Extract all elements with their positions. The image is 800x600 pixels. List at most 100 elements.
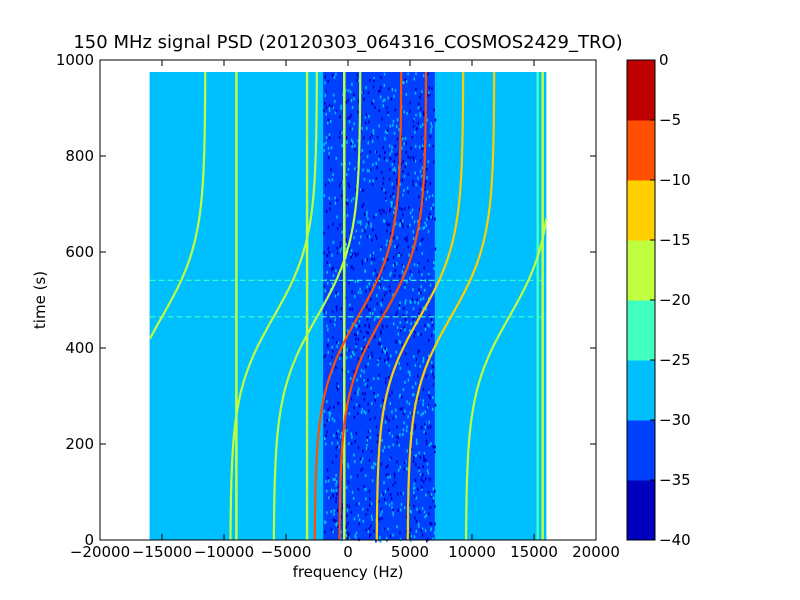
heatmap-cell: [404, 165, 406, 169]
heatmap-cell: [417, 219, 419, 223]
heatmap-cell: [381, 117, 383, 121]
heatmap-cell: [336, 385, 338, 389]
heatmap-cell: [339, 241, 342, 245]
heatmap-cell: [363, 212, 366, 216]
heatmap-cell: [346, 140, 348, 144]
heatmap-cell: [359, 188, 362, 192]
heatmap-cell: [424, 515, 426, 519]
heatmap-cell: [369, 150, 371, 154]
heatmap-cell: [411, 215, 414, 219]
heatmap-cell: [372, 131, 375, 135]
heatmap-cell: [402, 213, 404, 217]
heatmap-cell: [354, 295, 356, 299]
heatmap-cell: [374, 233, 377, 237]
heatmap-cell: [356, 378, 358, 382]
heatmap-cell: [417, 487, 419, 491]
heatmap-cell: [413, 335, 415, 339]
heatmap-cell: [326, 270, 329, 274]
heatmap-cell: [346, 198, 349, 202]
heatmap-cell: [354, 391, 356, 395]
heatmap-cell: [432, 445, 435, 449]
heatmap-cell: [393, 274, 396, 278]
heatmap-cell: [404, 237, 406, 241]
heatmap-cell: [369, 534, 371, 538]
heatmap-cell: [354, 280, 356, 284]
heatmap-cell: [424, 425, 427, 429]
heatmap-cell: [383, 481, 385, 485]
heatmap-cell: [433, 108, 435, 112]
heatmap-cell: [357, 357, 360, 361]
heatmap-cell: [335, 305, 338, 309]
heatmap-cell: [362, 519, 364, 523]
heatmap-cell: [351, 307, 354, 311]
heatmap-cell: [417, 301, 420, 305]
heatmap-cell: [413, 220, 416, 224]
heatmap-cell: [326, 260, 328, 264]
heatmap-cell: [432, 395, 434, 399]
heatmap-cell: [358, 502, 360, 506]
heatmap-cell: [402, 265, 405, 269]
heatmap-cell: [347, 462, 349, 466]
heatmap-cell: [345, 534, 348, 538]
heatmap-cell: [416, 298, 419, 302]
heatmap-cell: [409, 509, 412, 513]
heatmap-cell: [403, 110, 405, 114]
heatmap-cell: [378, 286, 381, 290]
heatmap-cell: [389, 493, 392, 497]
heatmap-cell: [405, 79, 408, 83]
heatmap-cell: [353, 453, 355, 457]
heatmap-cell: [333, 512, 335, 516]
heatmap-cell: [353, 406, 355, 410]
heatmap-cell: [383, 98, 386, 102]
heatmap-cell: [396, 152, 398, 156]
heatmap-cell: [360, 235, 362, 239]
heatmap-cell: [369, 436, 372, 440]
heatmap-cell: [391, 390, 393, 394]
heatmap-cell: [354, 440, 356, 444]
heatmap-cell: [387, 487, 389, 491]
heatmap-cell: [363, 397, 366, 401]
heatmap-cell: [355, 345, 357, 349]
heatmap-cell: [346, 503, 349, 507]
heatmap-cell: [357, 291, 360, 295]
heatmap-cell: [402, 388, 405, 392]
heatmap-cell: [391, 505, 393, 509]
heatmap-cell: [380, 493, 383, 497]
heatmap-cell: [360, 329, 362, 333]
heatmap-cell: [368, 308, 370, 312]
heatmap-cell: [338, 184, 341, 188]
heatmap-cell: [421, 488, 423, 492]
heatmap-cell: [425, 439, 428, 443]
heatmap-cell: [423, 266, 426, 270]
heatmap-cell: [421, 485, 423, 489]
heatmap-cell: [415, 87, 417, 91]
heatmap-cell: [376, 440, 379, 444]
heatmap-cell: [391, 145, 393, 149]
heatmap-cell: [376, 166, 378, 170]
heatmap-cell: [332, 494, 335, 498]
heatmap-cell: [324, 81, 326, 85]
heatmap-cell: [356, 412, 359, 416]
heatmap-cell: [389, 534, 392, 538]
heatmap-cell: [342, 503, 344, 507]
heatmap-cell: [427, 160, 430, 164]
heatmap-cell: [364, 258, 367, 262]
heatmap-cell: [399, 182, 401, 186]
heatmap-cell: [350, 248, 353, 252]
heatmap-cell: [368, 120, 370, 124]
heatmap-cell: [382, 492, 384, 496]
heatmap-cell: [365, 513, 367, 517]
heatmap-cell: [402, 225, 404, 229]
heatmap-cell: [406, 400, 408, 404]
heatmap-cell: [382, 181, 384, 185]
heatmap-cell: [413, 504, 415, 508]
heatmap-cell: [382, 399, 384, 403]
heatmap-cell: [353, 352, 355, 356]
heatmap-cell: [360, 460, 362, 464]
heatmap-cell: [337, 341, 340, 345]
heatmap-cell: [362, 449, 364, 453]
heatmap-cell: [328, 496, 330, 500]
heatmap-cell: [427, 216, 430, 220]
sweep-track: [149, 71, 207, 339]
heatmap-cell: [327, 156, 330, 160]
